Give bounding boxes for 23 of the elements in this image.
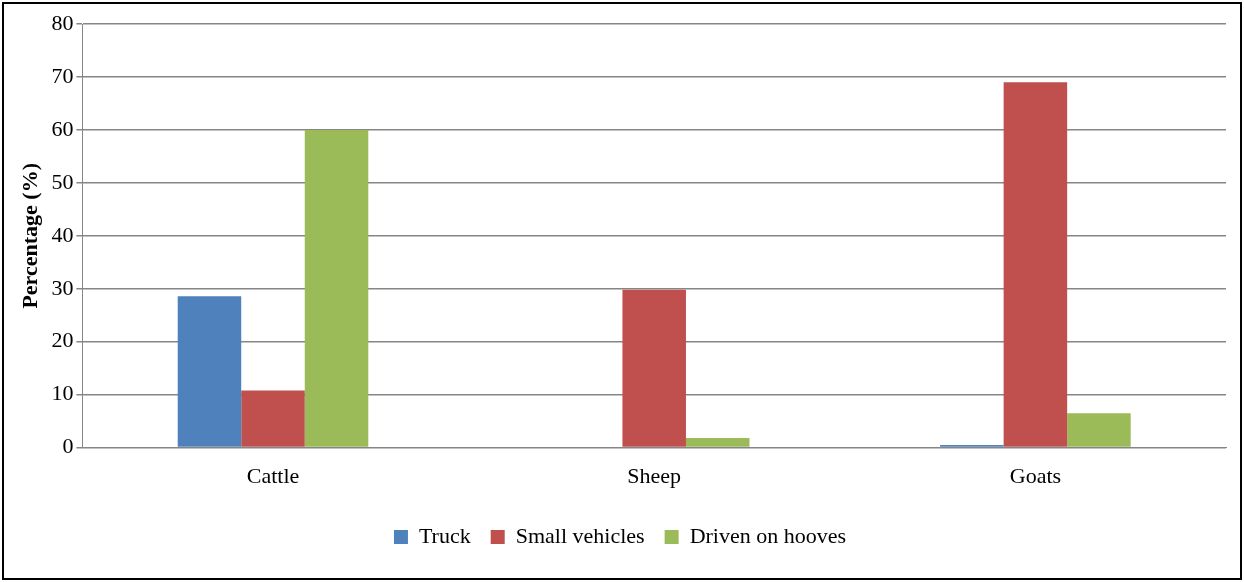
bar [622,289,686,447]
bar [241,390,305,447]
y-axis-title: Percentage (%) [16,163,42,309]
x-tick-label: Cattle [246,462,300,488]
y-tick-label: 50 [51,168,74,194]
y-tick-label: 10 [51,380,74,406]
bar [1067,413,1131,447]
legend-label: Truck [418,522,471,548]
x-tick-label: Sheep [627,462,682,488]
y-tick-label: 80 [51,9,74,35]
y-tick-label: 0 [62,433,74,459]
bar [685,438,750,447]
y-tick-label: 60 [51,115,74,141]
x-tick-label: Goats [1009,462,1062,488]
legend-label: Small vehicles [515,522,645,548]
bar [1003,82,1068,447]
y-tick-label: 20 [51,327,74,353]
bar [177,296,242,447]
y-tick-label: 70 [51,62,74,88]
y-tick-label: 30 [51,274,74,300]
bar [304,129,369,447]
y-tick-label: 40 [51,221,74,247]
legend-label: Driven on hooves [689,522,847,548]
